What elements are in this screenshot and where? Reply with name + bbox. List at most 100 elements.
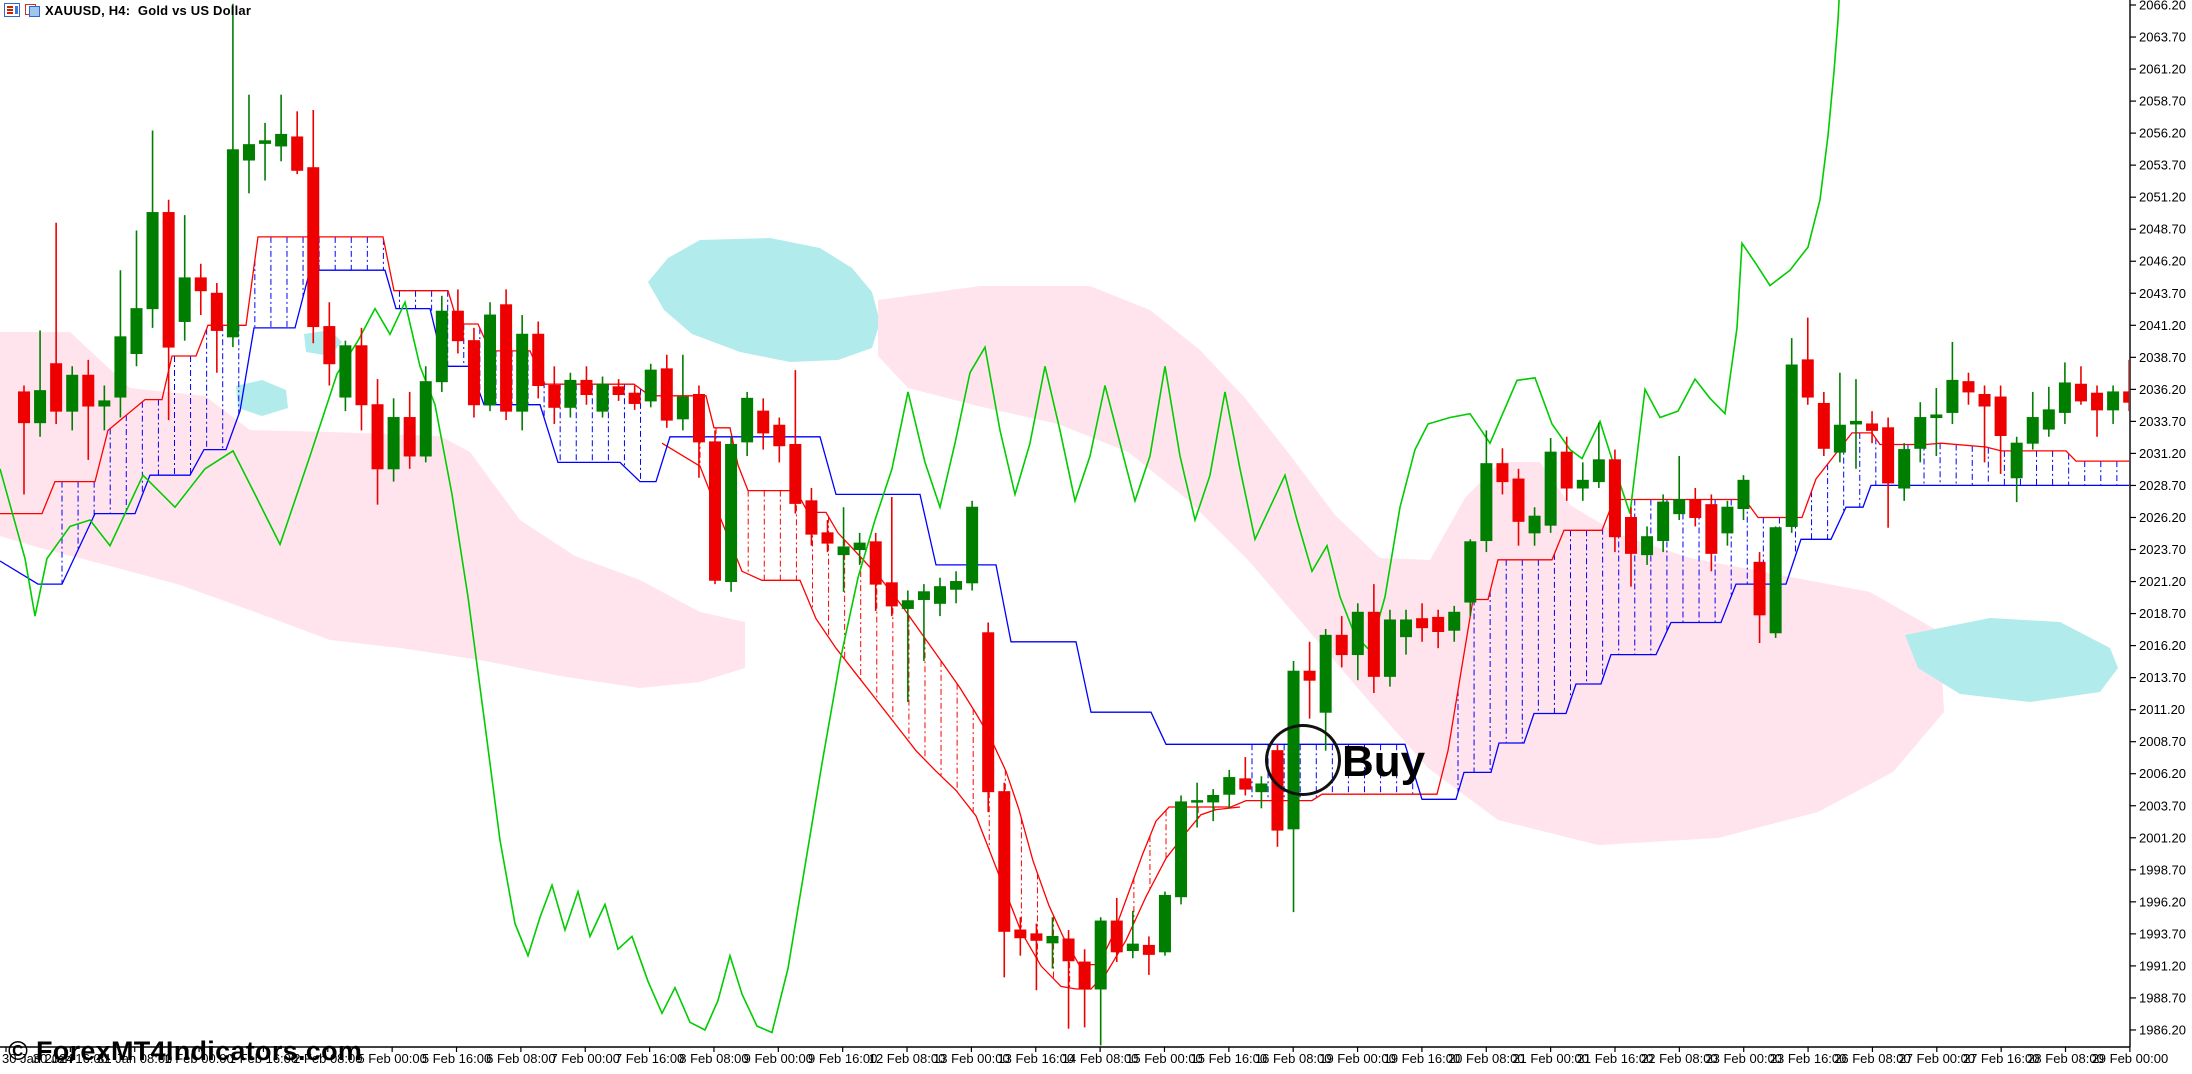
bull-candle <box>484 314 497 406</box>
bear-candle <box>532 333 545 387</box>
y-tick-label: 2063.70 <box>2139 30 2186 45</box>
y-tick-label: 1991.20 <box>2139 958 2186 973</box>
x-tick-label: 28 Feb 08:00 <box>2027 1051 2104 1066</box>
bear-candle <box>194 277 207 292</box>
bull-candle <box>1785 364 1798 527</box>
bull-candle <box>1833 424 1846 453</box>
candlesticks <box>18 3 2129 1046</box>
bear-candle <box>998 791 1011 932</box>
y-tick-label: 2041.20 <box>2139 318 2186 333</box>
bull-candle <box>226 149 239 338</box>
bear-candle <box>1512 478 1525 522</box>
bull-candle <box>2107 391 2120 411</box>
bear-candle <box>500 304 513 412</box>
bear-candle <box>2091 392 2104 411</box>
bear-candle <box>1335 634 1348 656</box>
buy-signal-label: Buy <box>1342 737 1426 786</box>
bull-candle <box>1641 536 1654 556</box>
bull-candle <box>2042 409 2055 430</box>
y-tick-label: 2021.20 <box>2139 574 2186 589</box>
y-tick-label: 2028.70 <box>2139 478 2186 493</box>
bear-candle <box>162 212 175 348</box>
x-tick-label: 9 Feb 16:00 <box>808 1051 877 1066</box>
bull-candle <box>146 212 159 310</box>
bear-candle <box>451 310 464 342</box>
bear-candle <box>821 532 834 544</box>
y-tick-label: 2036.20 <box>2139 382 2186 397</box>
bear-candle <box>1078 961 1091 990</box>
bear-candle <box>1753 561 1766 616</box>
y-tick-label: 2056.20 <box>2139 126 2186 141</box>
bear-candle <box>1367 611 1380 677</box>
bear-candle <box>1030 933 1043 941</box>
cyan-cloud <box>1905 618 2118 702</box>
bear-candle <box>403 417 416 457</box>
x-tick-label: 31 Jan 08:00 <box>97 1051 172 1066</box>
bull-candle <box>1576 479 1589 489</box>
bull-candle <box>339 345 352 398</box>
x-tick-label: 23 Feb 00:00 <box>1705 1051 1782 1066</box>
bull-candle <box>1769 527 1782 634</box>
bull-candle <box>564 379 577 408</box>
bear-candle <box>1560 451 1573 489</box>
bull-candle <box>1319 634 1332 713</box>
y-tick-label: 2031.20 <box>2139 446 2186 461</box>
bear-candle <box>1496 463 1509 483</box>
bull-candle <box>741 397 754 443</box>
bear-candle <box>1866 423 1879 431</box>
cyan-cloud <box>304 330 342 356</box>
bull-candle <box>1914 417 1927 449</box>
bull-candle <box>1657 501 1670 542</box>
bear-candle <box>1608 459 1621 538</box>
pink-cloud <box>0 332 745 688</box>
x-tick-label: 7 Feb 00:00 <box>551 1051 620 1066</box>
plot-area <box>0 0 2129 1046</box>
x-tick-label: 5 Feb 00:00 <box>357 1051 426 1066</box>
bull-candle <box>725 443 738 583</box>
x-tick-label: 1 Feb 00:00 <box>164 1051 233 1066</box>
bear-candle <box>1817 402 1830 449</box>
x-tick-label: 5 Feb 16:00 <box>422 1051 491 1066</box>
bull-candle <box>1046 935 1059 944</box>
bear-candle <box>1014 929 1027 939</box>
bull-candle <box>917 591 930 600</box>
x-tick-label: 27 Feb 16:00 <box>1963 1051 2040 1066</box>
chart-windows-icon[interactable] <box>25 3 40 17</box>
bull-candle <box>676 396 689 420</box>
x-tick-label: 26 Feb 08:00 <box>1834 1051 1911 1066</box>
x-tick-label: 7 Feb 16:00 <box>615 1051 684 1066</box>
bear-candle <box>82 374 95 407</box>
indicator-clouds <box>0 238 2118 845</box>
bull-candle <box>966 506 979 584</box>
bull-candle <box>1094 920 1107 990</box>
bull-candle <box>419 381 432 457</box>
lower-red-step-line <box>661 442 1241 990</box>
bull-candle <box>242 144 255 161</box>
y-tick-label: 2011.20 <box>2139 702 2185 717</box>
y-tick-label: 2061.20 <box>2139 62 2186 77</box>
cyan-cloud <box>648 238 880 362</box>
y-tick-label: 2001.20 <box>2139 830 2186 845</box>
bull-candle <box>1737 479 1750 510</box>
x-tick-label: 13 Feb 16:00 <box>997 1051 1074 1066</box>
bear-candle <box>1882 427 1895 484</box>
indicator-list-icon[interactable] <box>4 3 20 17</box>
bull-candle <box>837 546 850 556</box>
bull-candle <box>1383 619 1396 677</box>
bear-candle <box>291 136 304 171</box>
bear-candle <box>773 424 786 447</box>
bull-candle <box>1480 463 1493 542</box>
bear-candle <box>805 500 818 535</box>
x-tick-label: 12 Feb 08:00 <box>869 1051 946 1066</box>
bull-candle <box>1175 801 1188 898</box>
buy-signal-circle <box>1265 724 1341 796</box>
bear-candle <box>1110 920 1123 953</box>
bull-candle <box>1721 506 1734 534</box>
bear-candle <box>18 391 30 424</box>
x-tick-label: 6 Feb 08:00 <box>486 1051 555 1066</box>
y-tick-label: 2013.70 <box>2139 670 2186 685</box>
bull-candle <box>1673 499 1686 515</box>
bull-candle <box>275 133 288 147</box>
bull-candle <box>1158 894 1171 953</box>
